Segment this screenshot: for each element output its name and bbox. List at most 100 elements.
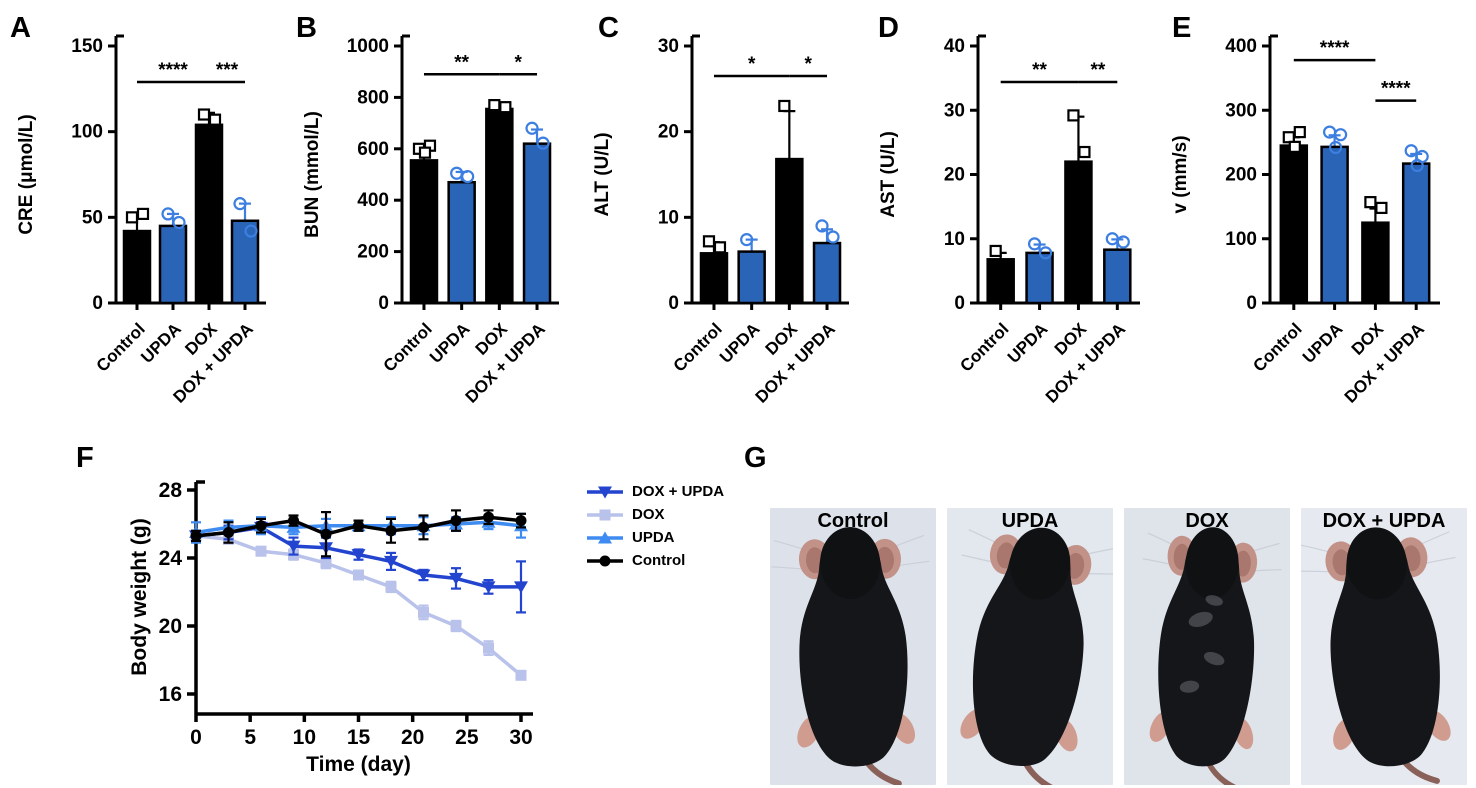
legend-label: Control xyxy=(632,552,686,569)
svg-text:20: 20 xyxy=(401,726,424,749)
mouse-image-control xyxy=(770,508,936,785)
svg-text:30: 30 xyxy=(658,36,679,57)
svg-text:Control: Control xyxy=(956,319,1012,375)
panel-letter-d: D xyxy=(878,12,899,44)
svg-text:*: * xyxy=(748,54,756,75)
svg-text:600: 600 xyxy=(357,139,389,160)
svg-text:150: 150 xyxy=(71,36,103,57)
legend-item-control: Control xyxy=(586,549,724,572)
svg-text:1000: 1000 xyxy=(347,36,389,57)
svg-text:v (mm/s): v (mm/s) xyxy=(1170,135,1191,213)
chart-bodyweight-line: 16 20 24 28 0 5 10 15 20 25 30 Time (day) Body weigh… xyxy=(128,479,533,776)
svg-text:30: 30 xyxy=(509,726,532,749)
svg-text:ALT (U/L): ALT (U/L) xyxy=(592,132,613,216)
legend-label: DOX + UPDA xyxy=(632,483,725,500)
legend-item-dox: DOX xyxy=(586,503,724,526)
svg-text:Control: Control xyxy=(93,319,149,375)
panel-letter-a: A xyxy=(10,12,31,44)
photo-dox: DOX xyxy=(1124,508,1290,785)
svg-text:200: 200 xyxy=(357,242,389,263)
svg-text:0: 0 xyxy=(92,293,103,314)
mouse-image-dox xyxy=(1124,508,1290,785)
svg-text:Time (day): Time (day) xyxy=(306,753,411,776)
svg-text:28: 28 xyxy=(159,479,183,502)
svg-text:****: **** xyxy=(1320,38,1350,59)
svg-text:10: 10 xyxy=(944,229,965,250)
panel-letter-e: E xyxy=(1172,12,1192,44)
mouse-photo xyxy=(1124,508,1290,785)
photo-dox-upda: DOX + UPDA xyxy=(1301,508,1467,785)
legend-marker-icon xyxy=(587,531,623,543)
legend-marker-icon xyxy=(587,555,623,566)
mouse-photo xyxy=(770,508,936,785)
panel-letter-c: C xyxy=(598,12,619,44)
svg-text:100: 100 xyxy=(1225,229,1257,250)
svg-text:0: 0 xyxy=(1246,293,1257,314)
svg-text:0: 0 xyxy=(378,293,389,314)
svg-text:UPDA: UPDA xyxy=(1299,319,1346,366)
svg-text:40: 40 xyxy=(944,36,965,57)
svg-text:Control: Control xyxy=(380,319,436,375)
svg-text:800: 800 xyxy=(357,87,389,108)
legend-marker-icon xyxy=(587,486,623,498)
photo-label: UPDA xyxy=(1001,510,1059,532)
legend-label: DOX xyxy=(632,506,665,523)
svg-text:UPDA: UPDA xyxy=(426,319,473,366)
svg-text:****: **** xyxy=(1381,79,1411,100)
svg-text:20: 20 xyxy=(944,165,965,186)
legend-marker-icon xyxy=(587,509,623,520)
svg-text:**: ** xyxy=(1090,60,1105,81)
svg-text:0: 0 xyxy=(668,293,679,314)
svg-text:20: 20 xyxy=(159,615,182,638)
svg-text:CRE (μmol/L): CRE (μmol/L) xyxy=(16,114,37,234)
mouse-image-dox-upda xyxy=(1301,508,1467,785)
svg-text:Body weight (g): Body weight (g) xyxy=(128,518,151,675)
bodyweight-legend: DOX + UPDA DOX UPDA Control xyxy=(586,480,724,572)
legend-item-upda: UPDA xyxy=(586,526,724,549)
svg-text:0: 0 xyxy=(190,726,202,749)
svg-text:Control: Control xyxy=(670,319,726,375)
svg-text:*: * xyxy=(514,52,522,73)
photo-label: Control xyxy=(817,510,889,532)
svg-text:100: 100 xyxy=(71,122,103,143)
svg-text:30: 30 xyxy=(944,100,965,121)
svg-text:15: 15 xyxy=(347,726,371,749)
svg-text:200: 200 xyxy=(1225,165,1257,186)
legend-label: UPDA xyxy=(632,529,675,546)
svg-text:50: 50 xyxy=(82,207,103,228)
photo-label: DOX xyxy=(1185,510,1229,532)
panel-letter-f: F xyxy=(76,442,94,474)
mouse-photo xyxy=(1301,508,1467,785)
photo-upda: UPDA xyxy=(947,508,1113,785)
svg-text:****: **** xyxy=(158,60,188,81)
photo-label: DOX + UPDA xyxy=(1322,510,1446,532)
svg-text:400: 400 xyxy=(357,190,389,211)
svg-text:20: 20 xyxy=(658,122,679,143)
svg-text:*: * xyxy=(804,54,812,75)
svg-text:16: 16 xyxy=(159,683,182,706)
svg-text:UPDA: UPDA xyxy=(716,319,763,366)
svg-text:Control: Control xyxy=(1249,319,1305,375)
mouse-photo xyxy=(947,508,1113,785)
panel-letter-b: B xyxy=(296,12,317,44)
panel-letter-g: G xyxy=(744,442,767,474)
svg-text:**: ** xyxy=(1032,60,1047,81)
svg-text:25: 25 xyxy=(455,726,479,749)
svg-text:400: 400 xyxy=(1225,36,1257,57)
svg-text:10: 10 xyxy=(293,726,316,749)
svg-text:UPDA: UPDA xyxy=(137,319,184,366)
svg-text:5: 5 xyxy=(244,726,256,749)
svg-text:0: 0 xyxy=(954,293,965,314)
svg-text:BUN (mmol/L): BUN (mmol/L) xyxy=(302,111,323,238)
svg-text:UPDA: UPDA xyxy=(1004,319,1051,366)
photo-control: Control xyxy=(770,508,936,785)
svg-text:AST (U/L): AST (U/L) xyxy=(878,131,899,218)
svg-text:***: *** xyxy=(216,60,239,81)
mouse-image-upda xyxy=(947,508,1113,785)
